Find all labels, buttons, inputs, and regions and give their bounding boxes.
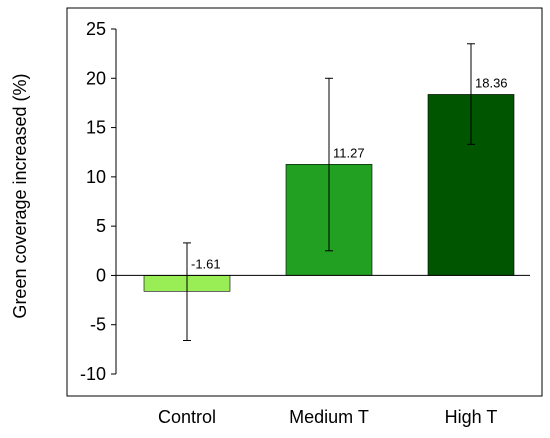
- plot-frame: [66, 7, 543, 397]
- y-axis-title: Green coverage increased (%): [10, 73, 30, 318]
- y-tick-label: 10: [86, 167, 106, 187]
- x-category-label: Control: [158, 407, 216, 427]
- y-tick-label: 25: [86, 19, 106, 39]
- data-label: 18.36: [475, 75, 508, 90]
- y-tick-label: 5: [96, 216, 106, 236]
- data-label: 11.27: [333, 145, 365, 160]
- data-labels: -1.61 11.27 18.36: [191, 75, 508, 271]
- y-tick-label: -5: [90, 315, 106, 335]
- x-category-label: Medium T: [289, 407, 369, 427]
- data-label: -1.61: [191, 256, 221, 271]
- y-tick-label: 15: [86, 118, 106, 138]
- error-bars: [183, 43, 475, 341]
- x-category-label: High T: [445, 407, 498, 427]
- y-tick-label: 0: [96, 265, 106, 285]
- x-axis-labels: Control Medium T High T: [158, 407, 497, 427]
- y-tick-label: -10: [80, 364, 106, 384]
- y-tick-label: 20: [86, 68, 106, 88]
- y-axis: -10 -5 0 5 10 15 20 25: [80, 19, 117, 384]
